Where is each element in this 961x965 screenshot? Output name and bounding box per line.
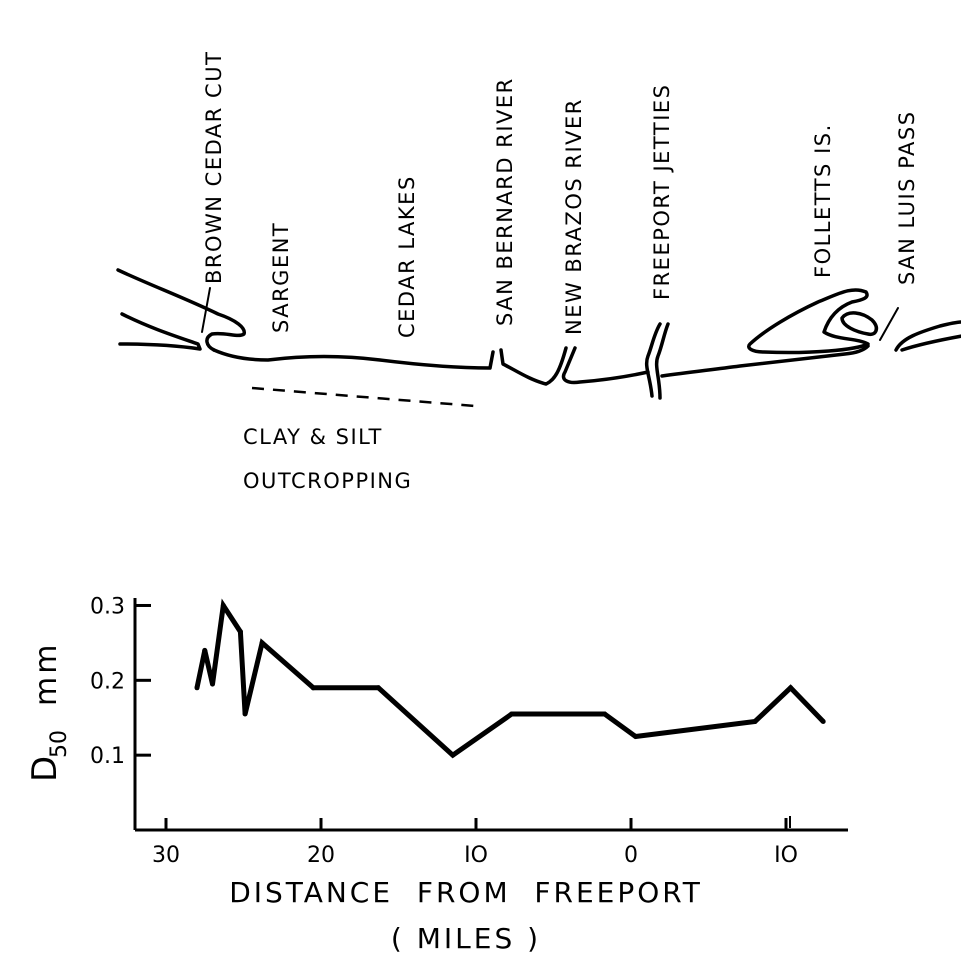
label-san-luis-pass: SAN LUIS PASS: [895, 110, 919, 285]
label-freeport-jetties: FREEPORT JETTIES: [650, 83, 674, 300]
data-point: [820, 718, 826, 724]
data-point: [237, 629, 243, 635]
x-tick-label: 20: [307, 843, 335, 868]
x-tick-label: IO: [774, 843, 798, 868]
x-tick-label: 0: [624, 843, 638, 868]
data-point: [633, 733, 639, 739]
coastline-san-luis-east: [894, 320, 961, 352]
data-point: [242, 711, 248, 717]
x-axis-title-units: ( MILES ): [391, 922, 541, 955]
annotation-line-2: OUTCROPPING: [243, 469, 412, 493]
y-tick-label: 0.1: [90, 744, 125, 769]
y-axis-title-subscript: 50: [47, 730, 72, 758]
freeport-jetty-east: [654, 322, 670, 400]
y-tick-label: 0.3: [90, 594, 125, 619]
folletts-island: [747, 288, 870, 355]
leader-line-san-luis: [879, 307, 899, 341]
y-tick-label: 0.2: [90, 669, 125, 694]
annotation-line-1: CLAY & SILT: [243, 425, 383, 449]
data-point: [310, 685, 316, 691]
coastline-main-east: [660, 344, 870, 378]
data-point: [788, 685, 794, 691]
label-cedar-lakes: CEDAR LAKES: [395, 175, 419, 338]
x-axis-title: DISTANCE FROM FREEPORT: [229, 876, 703, 909]
data-point: [259, 640, 265, 646]
coastline-san-luis-east-lower: [900, 334, 961, 352]
data-point: [450, 752, 456, 758]
outcropping-dashed-line: [251, 386, 476, 408]
d50-points: [194, 602, 826, 758]
leader-line-brown-cedar: [201, 287, 211, 333]
label-sargent: SARGENT: [269, 222, 293, 333]
y-axis-title: D 50 mm: [25, 642, 72, 782]
coastline-new-brazos: [561, 346, 650, 385]
coastline-map: BROWN CEDAR CUT SARGENT CEDAR LAKES SAN …: [116, 51, 961, 493]
coastline-west-upper: [116, 268, 246, 352]
data-point: [602, 711, 608, 717]
data-point: [220, 602, 226, 608]
y-axis-title-unit: mm: [29, 642, 64, 706]
label-brown-cedar-cut: BROWN CEDAR CUT: [202, 51, 226, 284]
y-axis-title-main: D: [25, 756, 65, 782]
data-point: [375, 685, 381, 691]
data-point: [194, 685, 200, 691]
data-point: [210, 681, 215, 687]
x-tick-label: 30: [152, 843, 180, 868]
coastline-san-bernard: [499, 346, 568, 386]
x-ticks: 30 20 IO 0 IO: [152, 818, 798, 868]
label-folletts-is: FOLLETTS IS.: [811, 123, 835, 278]
data-point: [202, 647, 208, 653]
coastline-main-west: [212, 348, 495, 370]
d50-chart: 0.1 0.2 0.3 30 20 IO 0 IO D 50 mm DISTANCE FRO…: [25, 594, 848, 955]
coastline-west-lower: [118, 312, 202, 351]
data-point: [509, 711, 515, 717]
y-ticks: 0.1 0.2 0.3: [90, 594, 151, 769]
label-san-bernard-river: SAN BERNARD RIVER: [493, 77, 517, 326]
label-new-brazos-river: NEW BRAZOS RIVER: [562, 98, 586, 335]
folletts-inner-isle: [840, 311, 879, 337]
data-point: [752, 718, 758, 724]
x-tick-label: IO: [464, 843, 488, 868]
freeport-jetty-west: [644, 322, 662, 398]
d50-series-line: [194, 598, 825, 759]
